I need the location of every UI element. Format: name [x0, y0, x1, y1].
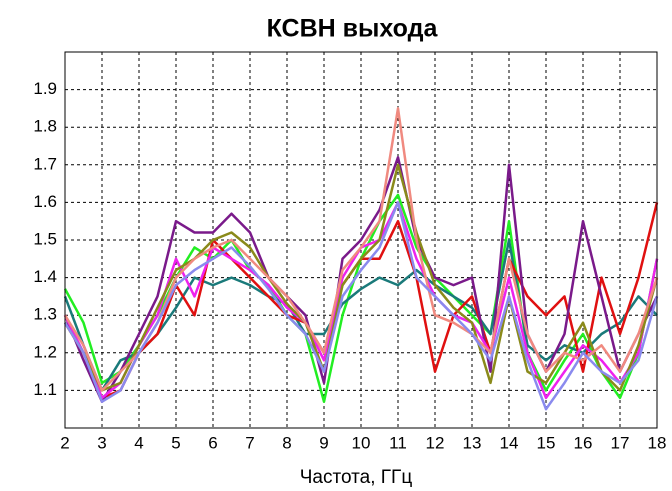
x-tick-label: 14 — [500, 433, 519, 452]
x-tick-label: 18 — [648, 433, 667, 452]
x-tick-label: 17 — [611, 433, 630, 452]
x-tick-label: 8 — [282, 433, 291, 452]
y-tick-label: 1.5 — [33, 229, 57, 248]
y-tick-label: 1.7 — [33, 154, 57, 173]
y-tick-label: 1.6 — [33, 192, 57, 211]
x-tick-label: 13 — [463, 433, 482, 452]
x-tick-label: 2 — [60, 433, 69, 452]
y-tick-label: 1.8 — [33, 117, 57, 136]
y-tick-label: 1.1 — [33, 380, 57, 399]
y-tick-label: 1.3 — [33, 305, 57, 324]
x-axis-label: Частота, ГГц — [300, 467, 413, 488]
series-line — [63, 156, 659, 403]
y-tick-label: 1.4 — [33, 267, 57, 286]
y-tick-label: 1.2 — [33, 342, 57, 361]
x-tick-label: 3 — [97, 433, 106, 452]
x-tick-label: 16 — [574, 433, 593, 452]
series-line — [63, 201, 659, 411]
plot-frame — [64, 51, 658, 429]
x-tick-label: 4 — [134, 433, 143, 452]
x-tick-label: 6 — [208, 433, 217, 452]
x-tick-label: 7 — [245, 433, 254, 452]
x-tick-label: 11 — [389, 433, 407, 452]
y-tick-label: 1.9 — [33, 79, 57, 98]
chart-title: КСВН выхода — [267, 15, 439, 43]
series-line — [63, 163, 659, 392]
x-tick-label: 9 — [319, 433, 328, 452]
series-line — [63, 238, 658, 392]
x-tick-label: 10 — [352, 433, 371, 452]
x-tick-label: 5 — [171, 433, 180, 452]
x-tick-label: 12 — [426, 433, 445, 452]
x-tick-label: 15 — [537, 433, 556, 452]
